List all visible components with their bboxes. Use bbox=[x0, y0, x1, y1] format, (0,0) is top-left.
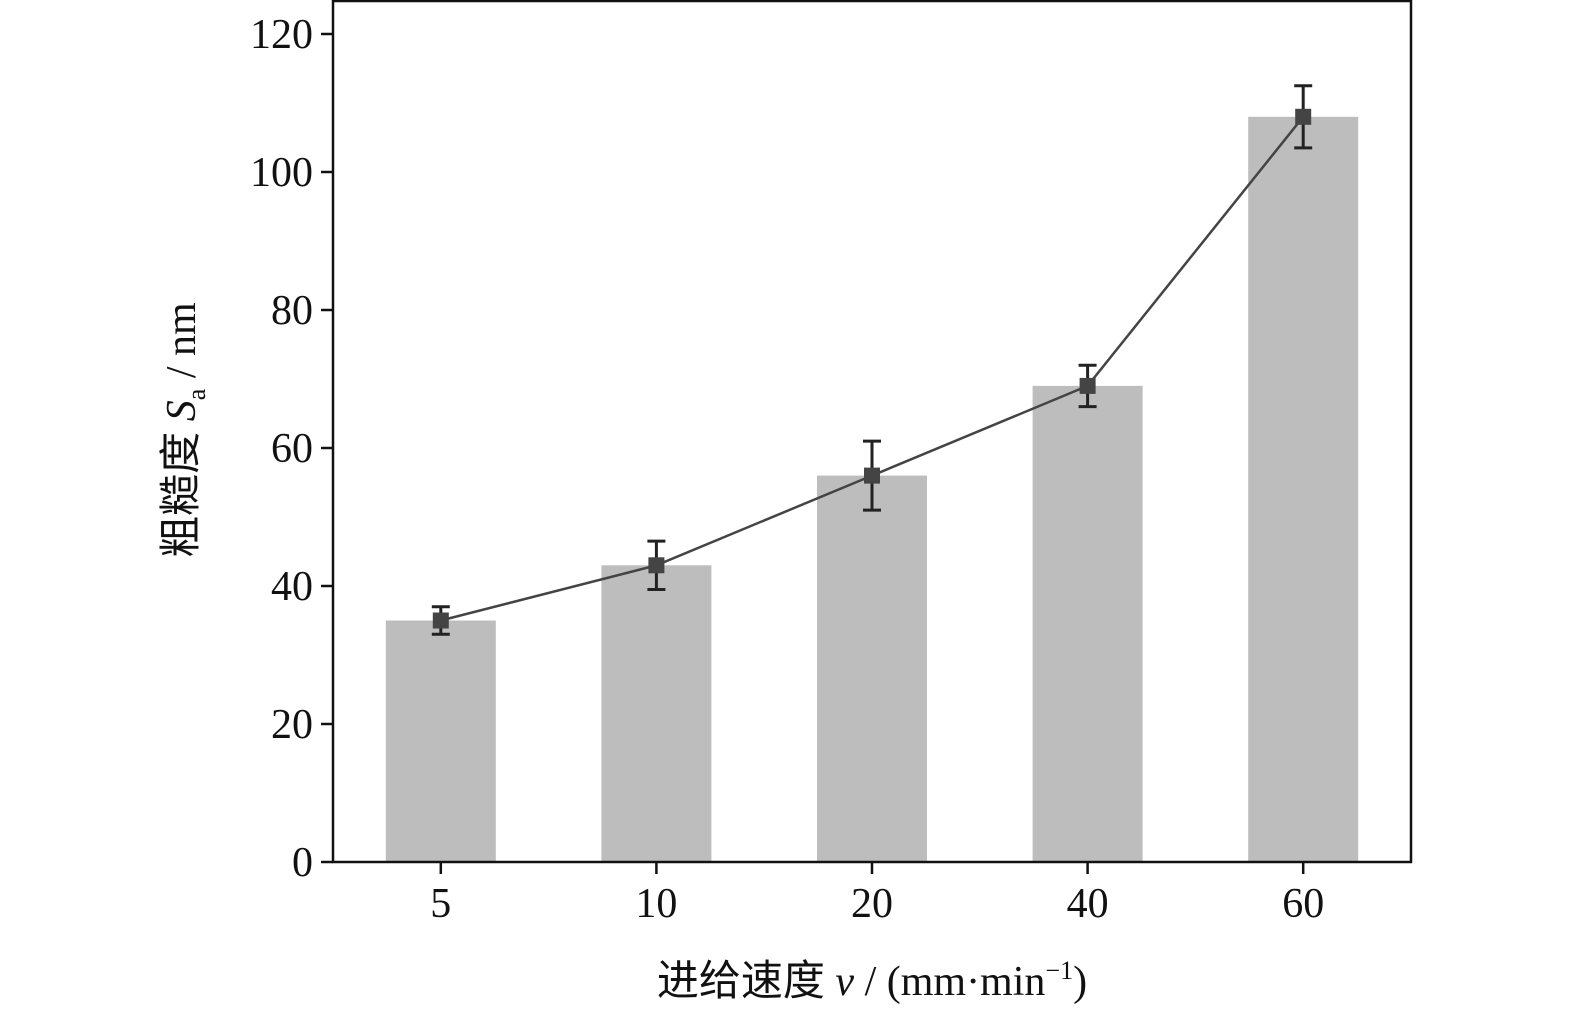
x-axis-title-unit-close: ) bbox=[1073, 959, 1087, 1005]
y-axis-title-subscript: a bbox=[182, 388, 211, 400]
marker-5 bbox=[432, 612, 449, 629]
x-tick-label-20: 20 bbox=[851, 881, 893, 927]
y-tick-label-120: 120 bbox=[250, 12, 313, 58]
y-tick-label-100: 100 bbox=[250, 150, 313, 196]
x-tick-label-10: 10 bbox=[635, 881, 677, 927]
x-axis-title-unit: / (mm·min bbox=[854, 959, 1045, 1005]
y-axis-title-prefix: 粗糙度 bbox=[159, 421, 205, 558]
line-series-layer bbox=[431, 84, 1313, 636]
marker-10 bbox=[648, 557, 665, 574]
y-tick-label-60: 60 bbox=[271, 426, 313, 472]
bar-60 bbox=[1248, 116, 1359, 863]
x-axis-title-unit-sup: −1 bbox=[1045, 956, 1073, 985]
bars-layer bbox=[385, 116, 1359, 863]
bar-20 bbox=[817, 475, 927, 862]
marker-20 bbox=[864, 467, 880, 484]
x-axis-title-symbol: v bbox=[835, 959, 854, 1005]
x-axis-ticks: 5 10 20 40 60 bbox=[430, 862, 1324, 927]
y-axis-ticks: 0 20 40 60 80 100 120 bbox=[250, 12, 333, 886]
marker-60 bbox=[1295, 108, 1312, 125]
x-tick-label-60: 60 bbox=[1282, 881, 1324, 927]
x-axis-title: 进给速度 v / (mm·min−1) bbox=[657, 956, 1087, 1005]
bar-10 bbox=[601, 565, 712, 862]
y-tick-label-80: 80 bbox=[271, 288, 313, 334]
y-tick-label-40: 40 bbox=[271, 564, 313, 610]
x-tick-label-5: 5 bbox=[430, 881, 451, 927]
y-tick-label-0: 0 bbox=[292, 840, 313, 886]
bar-5 bbox=[385, 620, 496, 862]
x-axis-title-prefix: 进给速度 bbox=[657, 959, 836, 1005]
marker-40 bbox=[1079, 377, 1096, 394]
y-axis-title: 粗糙度 Sa / nm bbox=[159, 302, 211, 558]
y-axis-title-symbol: S bbox=[159, 400, 205, 421]
y-axis-title-unit: / nm bbox=[159, 302, 205, 389]
x-tick-label-40: 40 bbox=[1067, 881, 1109, 927]
bar-40 bbox=[1032, 385, 1143, 862]
y-tick-label-20: 20 bbox=[271, 702, 313, 748]
